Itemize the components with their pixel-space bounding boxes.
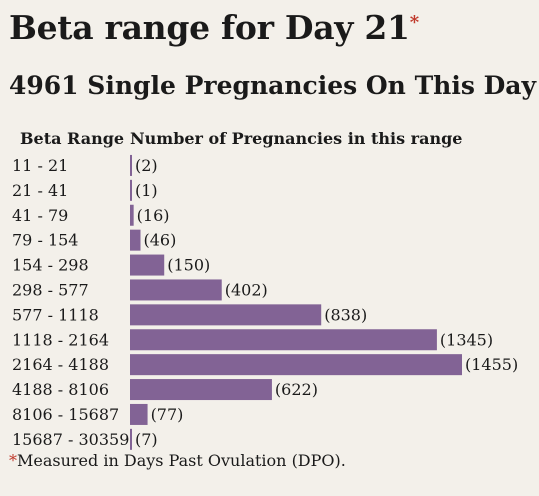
bar <box>130 179 132 201</box>
value-label: (16) <box>137 206 170 225</box>
value-label: (1) <box>135 181 158 200</box>
bar <box>130 229 141 251</box>
value-label: (77) <box>151 405 184 424</box>
category-label: 21 - 41 <box>12 181 68 200</box>
page-title: Beta range for Day 21* <box>9 8 419 47</box>
category-label: 11 - 21 <box>12 156 68 175</box>
bar <box>130 254 165 276</box>
bar <box>130 329 437 351</box>
value-label: (838) <box>324 305 367 324</box>
title-text: Beta range for Day 21 <box>9 8 410 47</box>
footnote: *Measured in Days Past Ovulation (DPO). <box>9 451 346 470</box>
category-label: 577 - 1118 <box>12 305 99 324</box>
category-label: 79 - 154 <box>12 231 78 250</box>
bar <box>130 304 322 326</box>
beta-range-header: Beta Range <box>20 129 125 148</box>
value-label: (150) <box>167 256 210 275</box>
bar <box>130 379 272 401</box>
value-label: (2) <box>135 156 158 175</box>
category-label: 41 - 79 <box>12 206 68 225</box>
bar <box>130 403 148 425</box>
value-label: (46) <box>143 231 176 250</box>
category-label: 4188 - 8106 <box>12 380 109 399</box>
category-label: 2164 - 4188 <box>12 355 109 374</box>
footnote-text: Measured in Days Past Ovulation (DPO). <box>17 451 346 470</box>
page-subtitle: 4961 Single Pregnancies On This Day <box>9 71 537 100</box>
bar <box>130 154 132 176</box>
category-label: 154 - 298 <box>12 256 89 275</box>
footnote-asterisk: * <box>9 451 17 470</box>
bar <box>130 279 222 301</box>
title-asterisk: * <box>409 12 419 33</box>
category-label: 1118 - 2164 <box>12 330 109 349</box>
value-label: (622) <box>275 380 318 399</box>
category-label: 298 - 577 <box>12 280 89 299</box>
value-label: (1345) <box>440 330 493 349</box>
bar <box>130 354 462 376</box>
value-label: (7) <box>135 430 158 449</box>
category-label: 15687 - 30359 <box>12 430 129 449</box>
category-label: 8106 - 15687 <box>12 405 119 424</box>
value-label: (1455) <box>465 355 518 374</box>
bar <box>130 204 134 226</box>
bar <box>130 428 132 450</box>
value-label: (402) <box>225 280 268 299</box>
pregnancy-count-header: Number of Pregnancies in this range <box>130 129 463 148</box>
